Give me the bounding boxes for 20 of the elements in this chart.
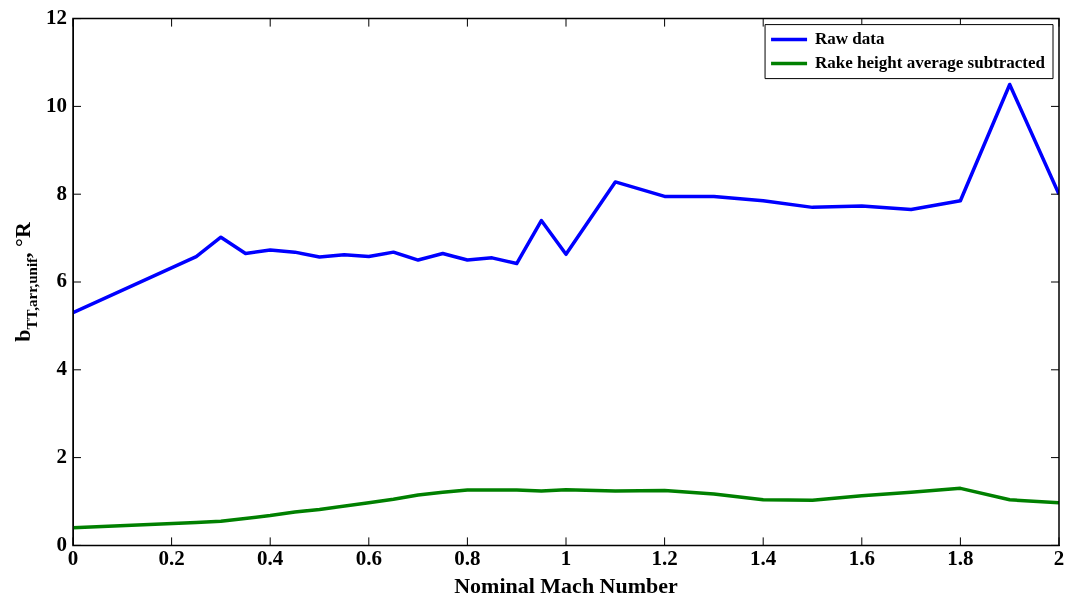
y-tick-label: 8 [56, 180, 67, 205]
legend-label: Rake height average subtracted [815, 52, 1046, 72]
legend-label: Raw data [815, 28, 885, 48]
x-axis-title: Nominal Mach Number [454, 573, 679, 599]
y-axis-title: bTT,arr,unif, °R [10, 221, 40, 342]
x-tick-label: 0.4 [257, 546, 284, 571]
x-tick-label: 1.6 [848, 546, 875, 571]
x-tick-label: 1.8 [947, 546, 974, 571]
x-tick-label: 1 [560, 546, 572, 571]
x-tick-label: 1.2 [651, 546, 678, 571]
y-tick-label: 12 [46, 5, 67, 30]
y-tick-label: 6 [56, 268, 67, 293]
x-tick-label: 2 [1053, 546, 1065, 571]
x-tick-label: 0.8 [454, 546, 481, 571]
y-tick-label: 2 [56, 444, 67, 469]
x-tick-label: 0.6 [355, 546, 382, 571]
y-tick-label: 4 [56, 356, 68, 381]
y-tick-label: 10 [46, 92, 67, 117]
x-tick-label: 0.2 [158, 546, 185, 571]
x-tick-label: 1.4 [750, 546, 777, 571]
